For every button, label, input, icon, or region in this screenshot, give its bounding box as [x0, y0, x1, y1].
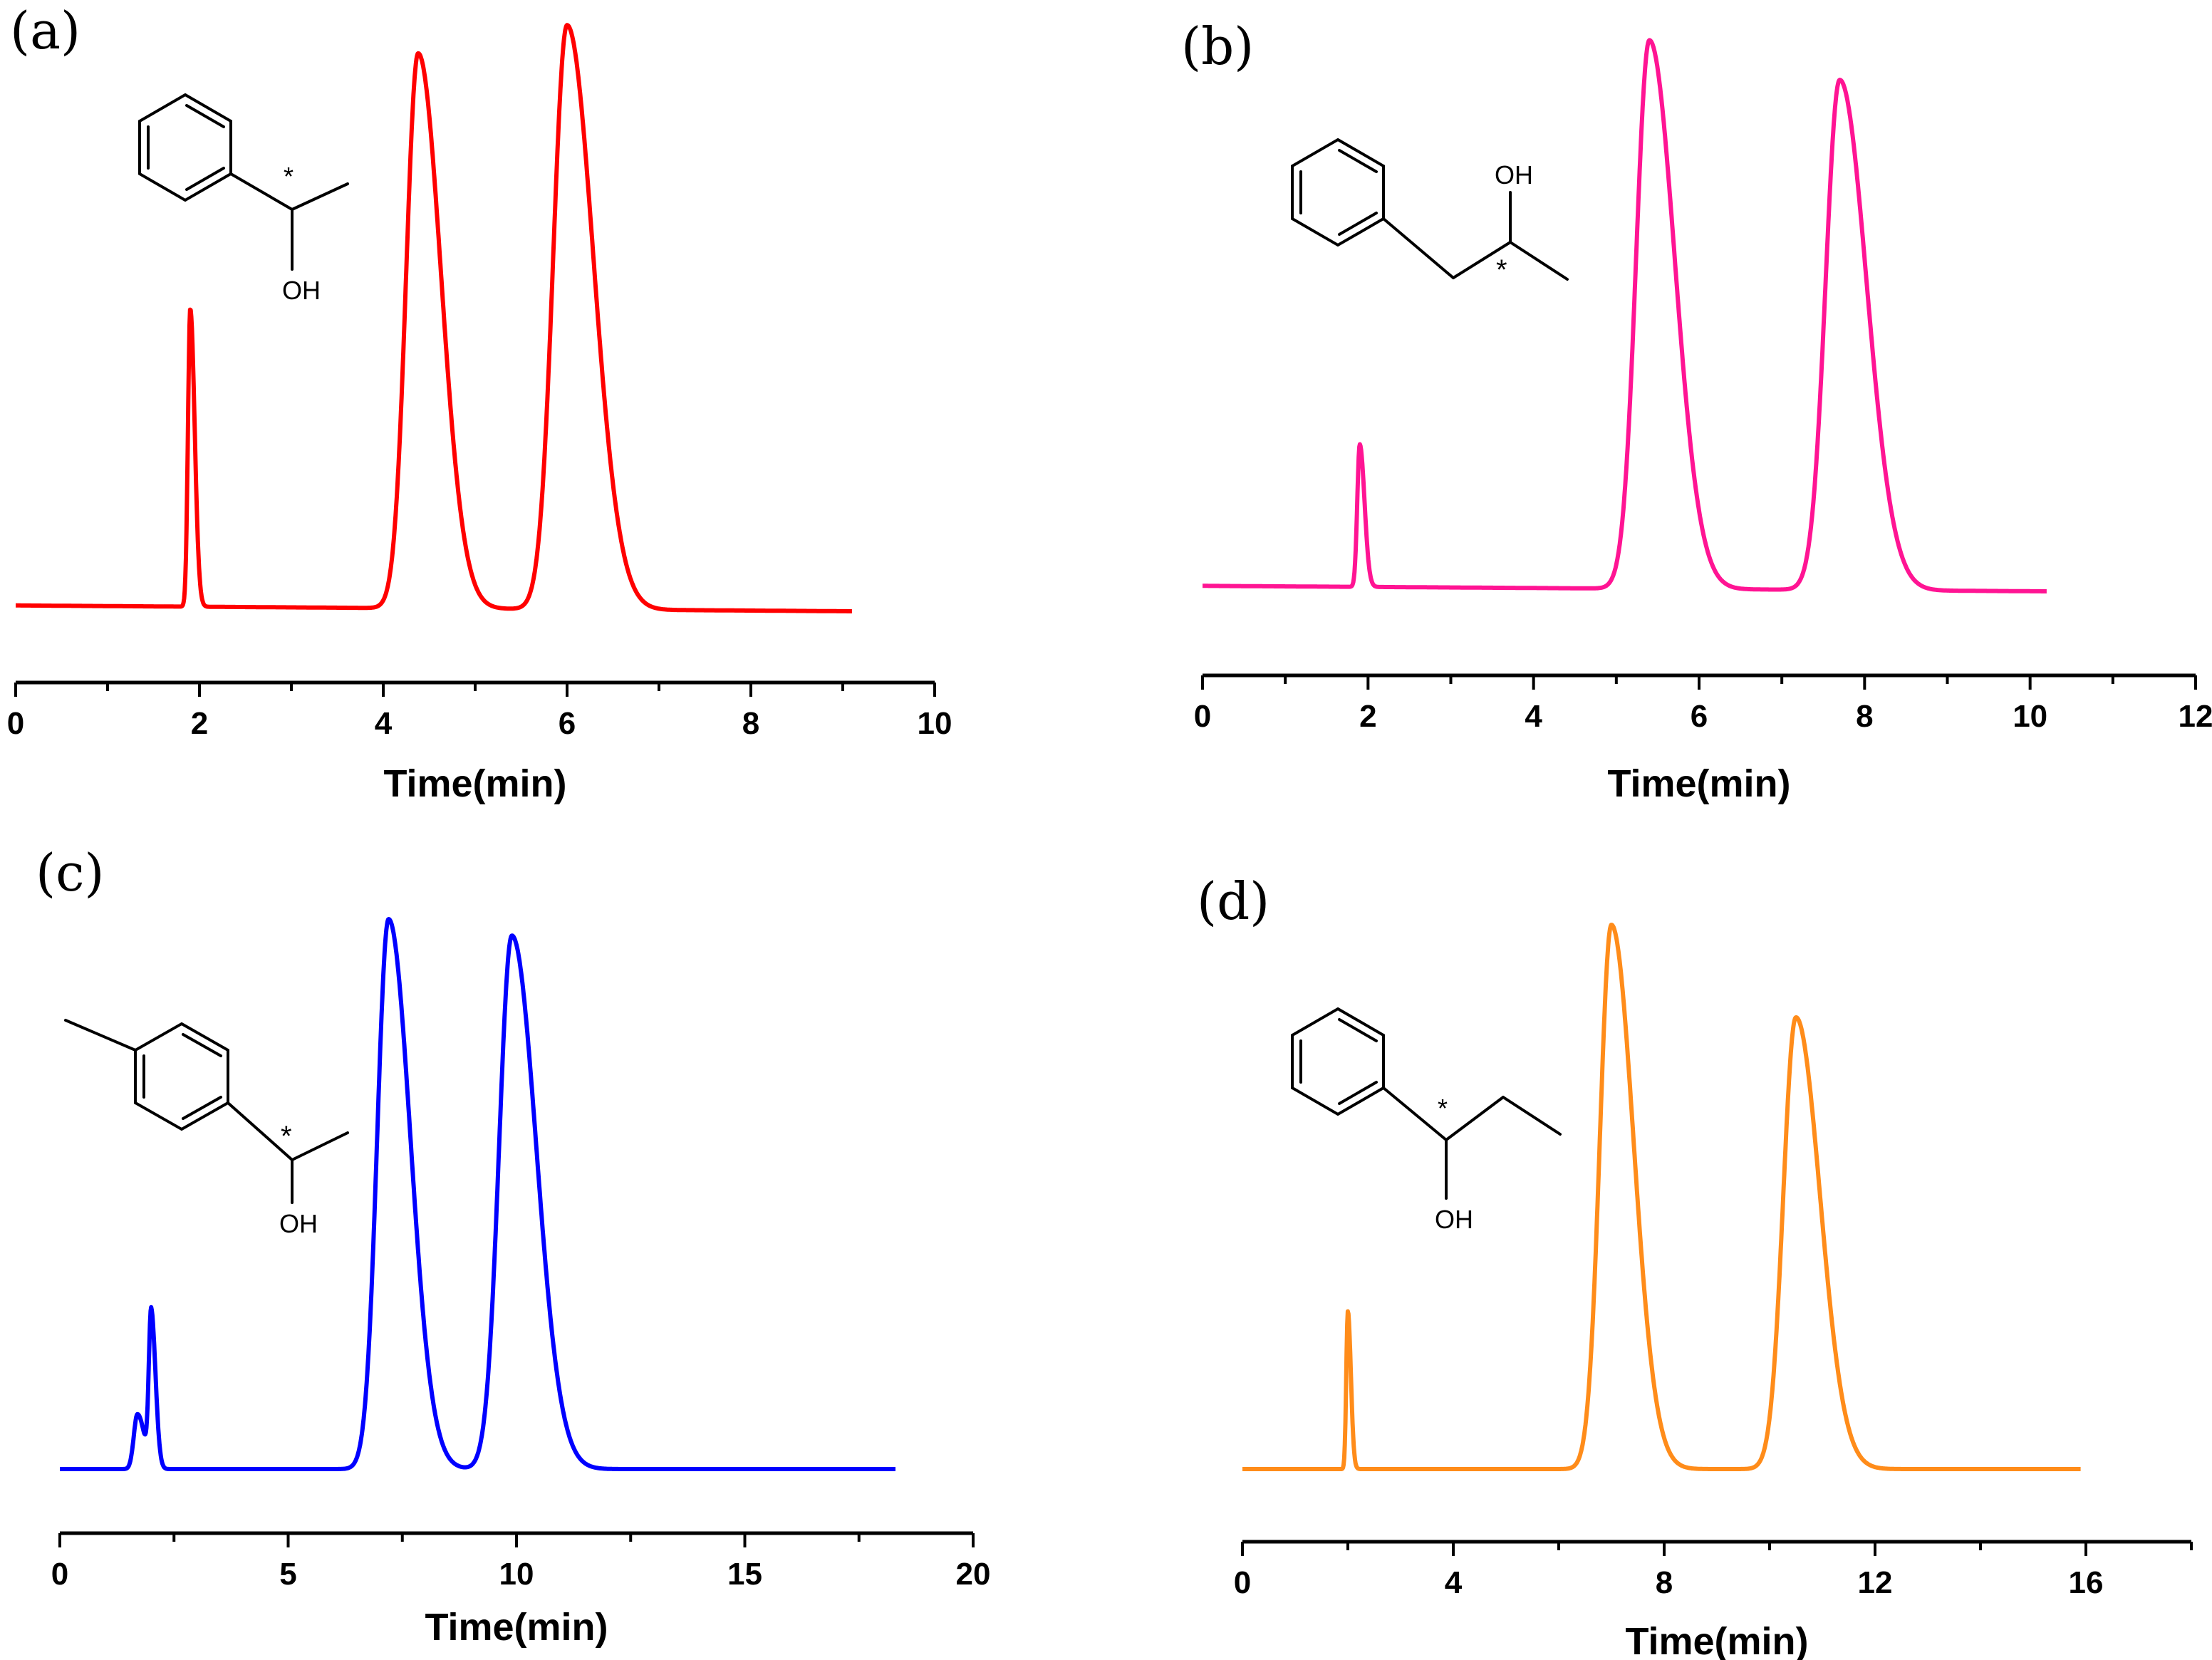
bond [291, 1131, 349, 1161]
bond [227, 1101, 294, 1161]
x-tick-label: 0 [1194, 699, 1211, 734]
x-axis-ticks: 0 2 4 6 8 10 12 [1194, 675, 2212, 734]
x-tick-label: 0 [1234, 1565, 1251, 1600]
x-tick-label: 0 [51, 1557, 68, 1592]
ring-double-bond [182, 1096, 222, 1120]
x-axis-title: Time(min) [425, 1606, 608, 1649]
panel-label: (c) [36, 843, 105, 903]
molecule-structure: OH * [1291, 138, 1569, 286]
bond [291, 182, 349, 211]
molecule-structure: * OH [138, 93, 349, 305]
panel-a: (a) * OH 0 2 4 6 8 10 Time(min) [7, 1, 952, 805]
ring-double-bond [1338, 1018, 1378, 1042]
stereocenter-star: * [281, 1121, 292, 1152]
benzene-ring [138, 93, 232, 202]
x-tick-label: 10 [499, 1557, 534, 1592]
x-tick-label: 12 [1858, 1565, 1893, 1600]
x-tick-label: 10 [2013, 699, 2047, 734]
x-tick-label: 12 [2179, 699, 2212, 734]
panel-label: (a) [10, 1, 81, 61]
ring-double-bond [185, 104, 225, 128]
benzene-ring [134, 1022, 229, 1131]
bond [229, 172, 294, 211]
ring-double-bond [1338, 1081, 1378, 1105]
benzene-ring [1291, 1007, 1385, 1116]
x-tick-label: 8 [742, 706, 759, 741]
bond [1502, 1096, 1562, 1136]
x-tick-label: 10 [918, 706, 952, 741]
x-tick-label: 4 [375, 706, 393, 741]
chromatogram-trace-a [14, 23, 854, 613]
x-tick-label: 8 [1856, 699, 1873, 734]
ring-double-bond [1338, 212, 1378, 236]
bond [1445, 1096, 1505, 1141]
x-tick-label: 20 [956, 1557, 991, 1592]
x-axis-ticks: 0 5 10 15 20 [51, 1533, 991, 1592]
ring-double-bond [1338, 149, 1378, 173]
bond [1452, 241, 1512, 279]
bond [1382, 1086, 1448, 1141]
panel-c: (c) * OH 0 5 10 15 20 Time(min) [36, 843, 990, 1649]
x-tick-label: 0 [7, 706, 24, 741]
hydroxyl-label: OH [1495, 160, 1533, 190]
panel-label: (b) [1181, 16, 1254, 76]
x-axis-ticks: 0 2 4 6 8 10 [7, 683, 952, 741]
x-tick-label: 8 [1656, 1565, 1673, 1600]
molecule-structure: * OH [64, 1019, 349, 1238]
x-axis-ticks: 0 4 8 12 16 [1234, 1542, 2193, 1600]
x-tick-label: 2 [1359, 699, 1376, 734]
chromatogram-trace-b [1200, 38, 2049, 593]
panel-d: (d) * OH 0 4 8 12 16 Time(min) [1197, 871, 2193, 1660]
ring-double-bond [182, 1033, 222, 1057]
x-axis-title: Time(min) [1625, 1620, 1808, 1660]
methyl-bond [64, 1019, 137, 1052]
hydroxyl-label: OH [279, 1209, 318, 1238]
benzene-ring [1291, 138, 1385, 247]
molecule-structure: * OH [1291, 1007, 1562, 1234]
chromatogram-trace-c [58, 917, 898, 1471]
bond [1382, 217, 1455, 279]
x-tick-label: 4 [1525, 699, 1542, 734]
bond [1509, 241, 1569, 281]
stereocenter-star: * [284, 162, 294, 191]
panel-label: (d) [1197, 871, 1269, 931]
x-tick-label: 6 [559, 706, 576, 741]
stereocenter-star: * [1438, 1094, 1448, 1123]
hydroxyl-label: OH [282, 276, 321, 305]
hydroxyl-label: OH [1435, 1205, 1473, 1234]
x-tick-label: 2 [191, 706, 208, 741]
stereocenter-star: * [1496, 254, 1507, 286]
x-tick-label: 5 [279, 1557, 296, 1592]
chromatogram-trace-d [1240, 923, 2082, 1471]
ring-double-bond [185, 167, 225, 191]
x-axis-title: Time(min) [1607, 762, 1790, 805]
x-axis-title: Time(min) [383, 762, 566, 805]
x-tick-label: 6 [1691, 699, 1708, 734]
x-tick-label: 15 [727, 1557, 762, 1592]
panel-b: (b) OH * 0 2 4 6 8 10 12 Time(min) [1181, 16, 2212, 805]
x-tick-label: 16 [2069, 1565, 2104, 1600]
x-tick-label: 4 [1445, 1565, 1463, 1600]
